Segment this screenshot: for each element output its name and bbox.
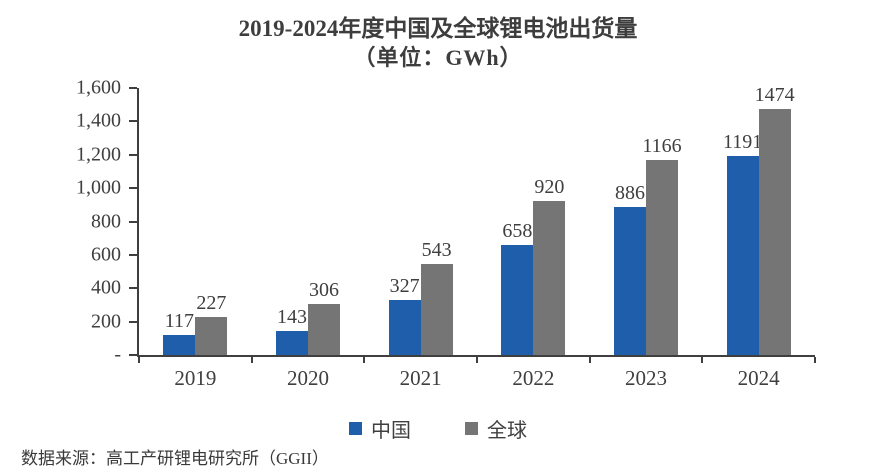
value-label-global: 1166 [642,135,682,158]
bar-global [533,201,566,355]
china-swatch-icon [349,422,362,435]
value-label-china: 658 [502,220,533,243]
value-label-china: 327 [389,275,420,298]
y-axis-tick [129,220,137,223]
bar-group: 886 1166 2023 [590,88,703,390]
y-axis-tick-label: 1,400 [76,109,121,132]
x-axis-tick [701,357,704,363]
x-axis-label: 2022 [512,366,555,390]
y-axis-tick [129,320,137,323]
x-axis-tick [363,357,366,363]
y-axis-tick-label: 800 [91,210,121,232]
y-axis-tick-label: 1,200 [76,143,121,166]
legend-label-china: 中国 [371,420,411,442]
bar-china [163,335,196,355]
x-axis-label: 2024 [737,366,780,390]
y-axis-tick-label: 200 [91,310,121,333]
value-label-global: 227 [196,292,227,315]
value-label-global: 1474 [754,84,795,107]
y-axis-tick-label: 1,000 [76,176,121,199]
legend-item-global: 全球 [465,414,527,443]
y-axis-tick [129,354,137,356]
x-axis-tick [814,357,816,363]
legend: 中国 全球 [0,414,876,443]
y-axis-tick-label: 1,600 [76,76,121,99]
value-label-global: 920 [534,176,565,199]
bar-global [420,264,453,355]
x-axis-tick [138,357,140,363]
x-axis-label: 2019 [174,366,217,390]
bar-group: 117 227 2019 [139,88,252,390]
bar-group: 327 543 2021 [364,88,477,390]
bar-group: 1191 1474 2024 [702,84,815,390]
bar-global [645,160,678,355]
value-label-global: 306 [308,278,339,301]
source-note: 数据来源：高工产研锂电研究所（GGII） [21,449,329,468]
x-axis-label: 2021 [399,366,442,390]
plot-area: - 200 400 600 800 1,000 1,200 1,400 1,600 117 227 2… [76,77,816,390]
x-axis-tick [476,357,478,363]
y-axis-tick [129,253,137,256]
y-axis-tick [129,120,137,123]
x-axis-label: 2020 [286,366,329,390]
value-label-china: 117 [164,310,194,333]
chart-subtitle: （单位：GWh） [353,45,523,70]
y-axis-tick [129,153,137,156]
bar-china [388,300,421,355]
y-axis-tick-label: 400 [91,276,121,299]
x-axis-tick [250,357,253,363]
value-label-china: 886 [614,182,645,205]
value-label-china: 1191 [723,131,763,154]
bar-global [195,317,228,355]
x-axis-tick [588,357,591,363]
bar-global [758,109,791,355]
value-label-china: 143 [276,306,307,329]
bar-group: 143 306 2020 [252,88,365,390]
y-axis-tick [129,187,137,190]
legend-label-global: 全球 [487,420,527,442]
bar-china [501,245,534,355]
legend-item-china: 中国 [349,414,411,443]
y-axis-tick-label: - [114,343,121,366]
value-label-global: 543 [421,239,452,262]
bar-china [613,207,646,355]
x-axis-label: 2023 [624,366,667,390]
bar-group: 658 920 2022 [477,88,590,390]
bar-china [726,156,759,355]
y-axis-tick-label: 600 [91,243,121,266]
chart-title: 2019-2024年度中国及全球锂电池出货量 [238,16,638,41]
y-axis-tick [129,287,137,290]
global-swatch-icon [465,422,478,435]
bar-global [307,303,340,355]
y-axis-tick [129,87,137,89]
bar-china [275,331,308,355]
